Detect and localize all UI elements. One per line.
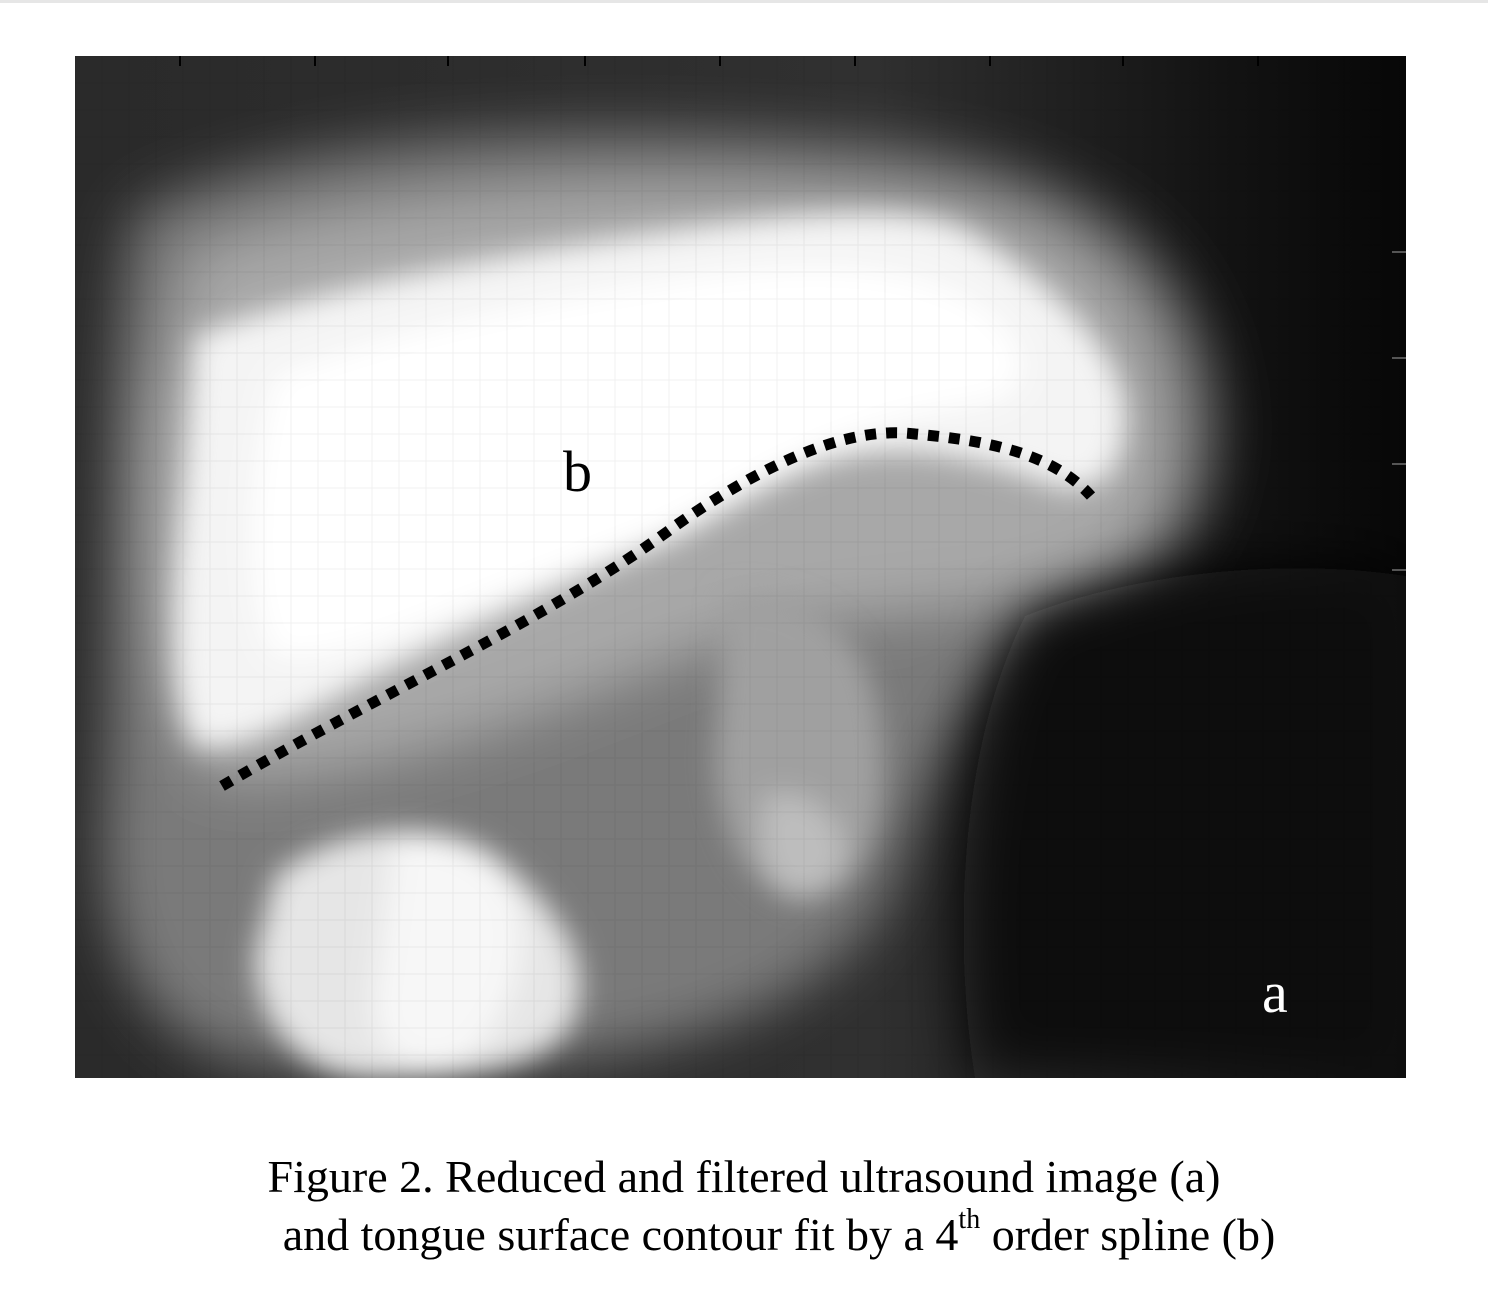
top-axis-ticks [179,56,1259,66]
caption-superscript: th [958,1203,981,1235]
page-top-rule [0,0,1488,3]
ultrasound-image [75,56,1406,1078]
caption-line-2-start: and tongue surface contour fit by a 4 [282,1209,959,1260]
panel-label-a: a [1262,960,1288,1025]
right-axis-ticks [1392,251,1406,571]
tongue-contour-spline [219,427,1096,791]
caption-line-1: Figure 2. Reduced and filtered ultrasoun… [267,1151,1221,1202]
pixel-grid-overlay [75,56,1406,1078]
caption-line-2-end: order spline (b) [980,1209,1276,1260]
panel-label-b: b [563,439,592,504]
figure-caption: Figure 2. Reduced and filtered ultrasoun… [0,1148,1488,1264]
caption-line-2: and tongue surface contour fit by a 4th … [70,1203,1488,1264]
ultrasound-figure: b a [75,56,1406,1078]
